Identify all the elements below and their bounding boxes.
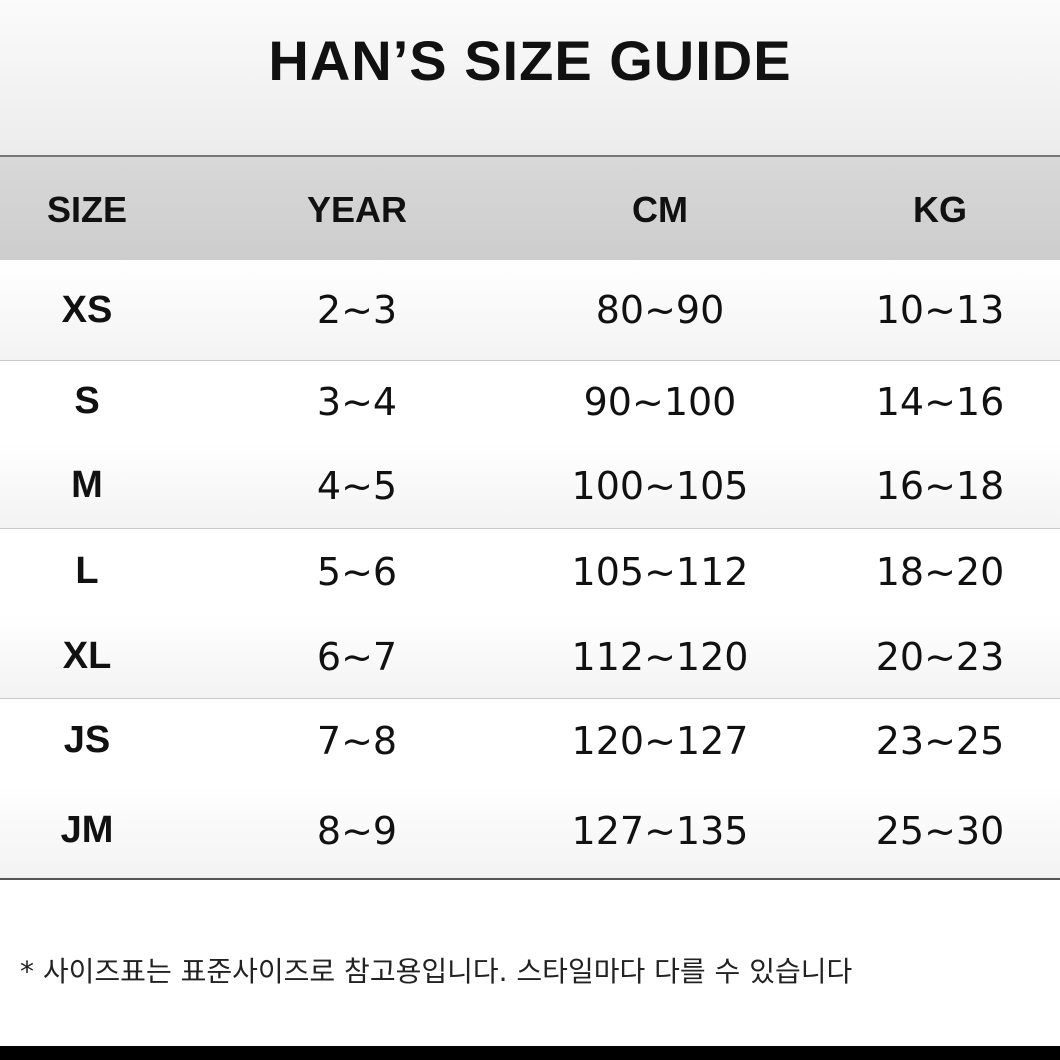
table-cell: 20~23: [875, 634, 1005, 679]
table-row: XS 2~3 80~90 10~13: [0, 260, 1060, 361]
table-cell: 4~5: [316, 463, 398, 508]
footnote: * 사이즈표는 표준사이즈로 참고용입니다. 스타일마다 다를 수 있습니다: [20, 955, 853, 988]
table-cell: 18~20: [875, 549, 1005, 594]
table-cell: 8~9: [316, 808, 398, 853]
table-row: M 4~5 100~105 16~18: [0, 443, 1060, 529]
table-cell: 6~7: [316, 634, 398, 679]
table-cell: 105~112: [571, 549, 749, 594]
table-cell: 7~8: [316, 718, 398, 763]
table-row: L 5~6 105~112 18~20: [0, 528, 1060, 616]
size-cell: M: [71, 464, 103, 506]
table-row: JM 8~9 127~135 25~30: [0, 783, 1060, 880]
title: HAN’S SIZE GUIDE: [268, 29, 792, 92]
bottom-bar: [0, 1046, 1060, 1060]
table-row: XL 6~7 112~120 20~23: [0, 615, 1060, 699]
size-cell: XS: [61, 288, 113, 331]
column-header: KG: [913, 188, 967, 230]
table-cell: 25~30: [875, 808, 1005, 853]
table-cell: 100~105: [571, 463, 749, 508]
table-cell: 5~6: [316, 549, 398, 594]
table-cell: 80~90: [595, 288, 725, 332]
table-cell: 16~18: [875, 463, 1005, 508]
size-cell: XL: [62, 635, 112, 677]
table-cell: 2~3: [316, 288, 398, 332]
title-area: HAN’S SIZE GUIDE: [0, 0, 1060, 155]
table-row: S 3~4 90~100 14~16: [0, 360, 1060, 444]
column-header: YEAR: [306, 188, 408, 230]
column-header: SIZE: [46, 188, 127, 230]
table-cell: 3~4: [316, 379, 398, 424]
size-cell: S: [74, 380, 100, 422]
size-cell: JS: [63, 719, 111, 761]
table-cell: 90~100: [583, 379, 737, 424]
table-cell: 14~16: [875, 379, 1005, 424]
table-cell: 112~120: [571, 634, 749, 679]
table-cell: 23~25: [875, 718, 1005, 763]
size-cell: JM: [60, 809, 114, 851]
size-cell: L: [75, 550, 99, 592]
header-row: SIZE YEAR CM KG: [0, 155, 1060, 264]
table-cell: 120~127: [571, 718, 749, 763]
table-cell: 10~13: [875, 288, 1005, 332]
table-cell: 127~135: [571, 808, 749, 853]
column-header: CM: [632, 188, 688, 230]
table-row: JS 7~8 120~127 23~25: [0, 698, 1060, 784]
